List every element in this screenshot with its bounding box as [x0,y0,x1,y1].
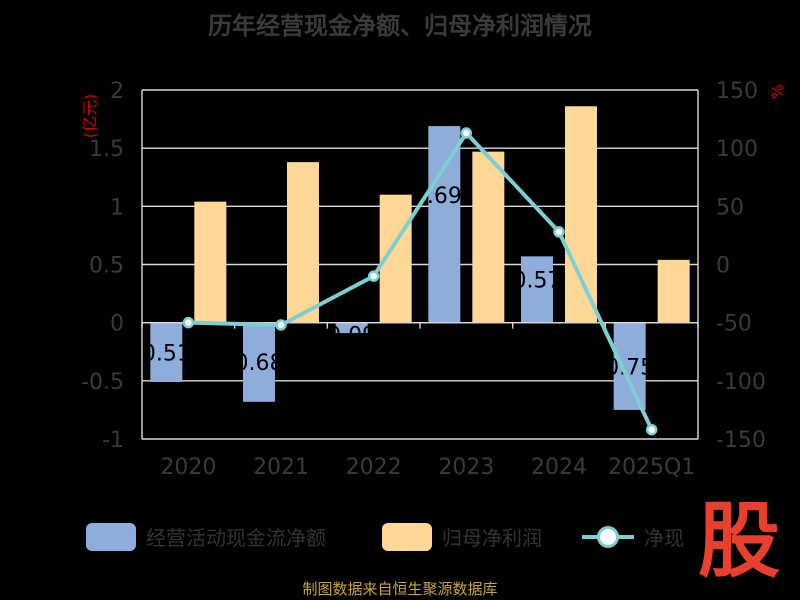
legend-swatch-net-profit [382,522,432,551]
legend-swatch-operating-cash [86,522,136,551]
bar-net-profit [194,201,227,323]
bar-net-profit [472,151,505,323]
left-tick-label: -0.5 [81,370,124,395]
line-point-net-ratio [553,226,565,238]
x-tick-label: 2024 [531,455,587,480]
chart-title: 历年经营现金净额、归母净利润情况 [208,12,592,40]
right-tick-label: 50 [716,195,744,220]
line-point-net-ratio [275,319,287,331]
bar-net-profit [565,106,597,323]
legend-item-net-ratio[interactable]: 净现 [582,522,684,551]
left-axis-unit: (亿元) [80,93,100,139]
bar-data-label: 0.57 [513,269,562,294]
line-point-net-ratio [460,127,473,139]
left-tick-label: 0 [110,312,124,337]
bar-operating-cash [335,322,368,334]
legend-item-operating-cash[interactable]: 经营活动现金流净额 [86,522,326,551]
x-tick-label: 2023 [438,455,494,480]
left-tick-label: 0.5 [89,254,124,279]
line-point-net-ratio [367,270,380,282]
line-point-net-ratio [182,316,195,329]
right-tick-label: -100 [716,370,766,395]
left-tick-label: 1.5 [89,137,124,162]
bar-operating-cash [613,322,646,410]
data-source-note: 制图数据来自恒生聚源数据库 [302,580,498,598]
left-tick-label: -1 [102,428,124,453]
legend-item-net-profit[interactable]: 归母净利润 [382,522,542,551]
bar-data-label: 0.75 [605,355,654,380]
brand-logo: 股 [697,494,780,589]
bar-net-profit [287,162,319,323]
left-tick-label: 2 [110,79,124,104]
x-tick-label: 2022 [346,455,402,480]
bar-data-label: 0.51 [142,341,191,366]
bar-operating-cash [521,256,553,323]
right-axis-unit: % [768,83,788,100]
x-tick-label: 2020 [160,455,216,480]
right-tick-label: 150 [716,79,758,104]
right-tick-label: 100 [716,137,758,162]
right-tick-label: -150 [716,428,766,453]
bar-data-label: 0.09 [327,324,376,349]
bar-operating-cash [428,126,461,323]
legend-label-net-ratio: 净现 [644,526,684,550]
legend-swatch-net-ratio [582,523,634,551]
left-tick-label: 1 [110,195,124,220]
legend-label-net-profit: 归母净利润 [442,526,542,550]
right-tick-label: 0 [716,254,730,279]
x-tick-label: 2021 [253,455,309,480]
legend: 经营活动现金流净额 归母净利润 净现 [0,518,800,558]
bar-net-profit [657,259,690,323]
x-tick-label: 2025Q1 [608,455,695,480]
right-tick-label: -50 [716,312,752,337]
line-net-ratio [188,131,654,431]
bar-operating-cash [150,322,183,382]
legend-label-operating-cash: 经营活动现金流净额 [146,526,326,550]
line-point-net-ratio [645,423,658,436]
bar-operating-cash [243,322,275,402]
bar-data-label: 0.68 [235,351,284,376]
